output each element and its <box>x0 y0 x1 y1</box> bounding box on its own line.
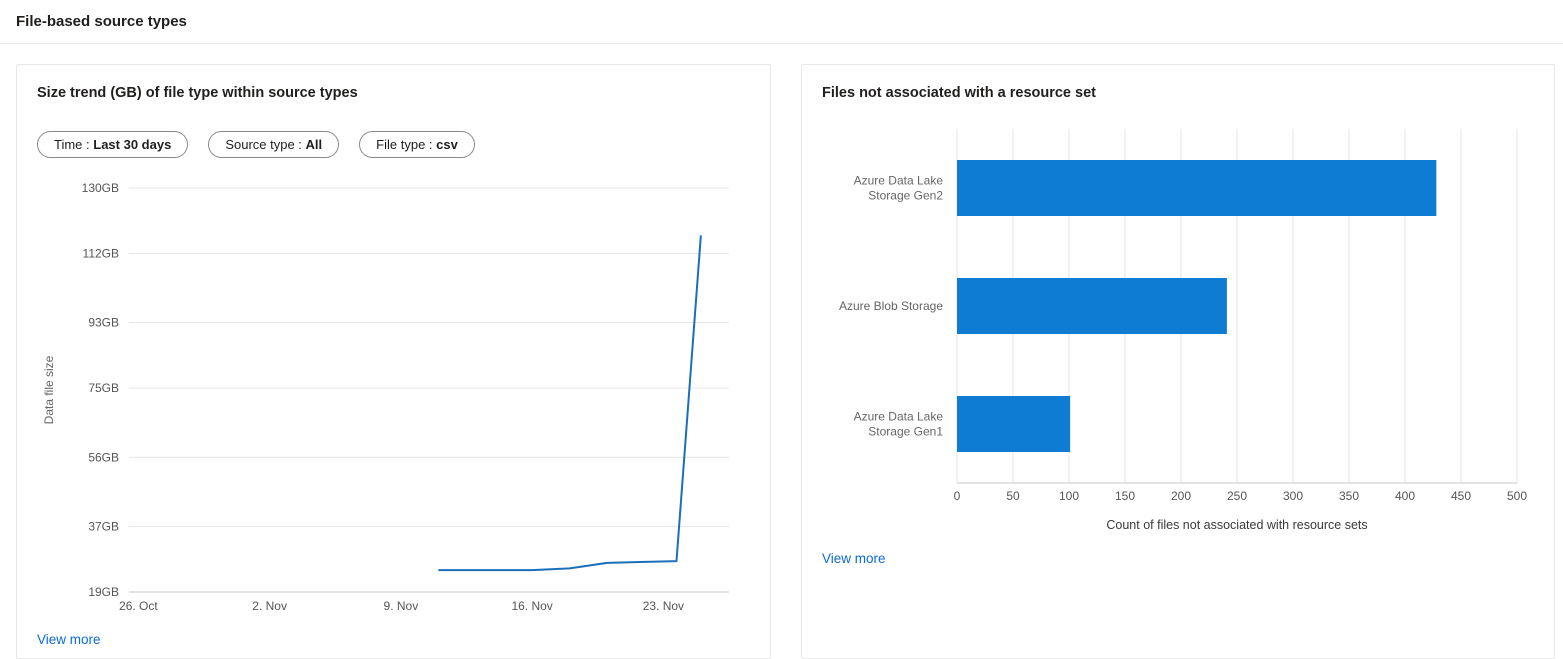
x-tick-label: 150 <box>1115 489 1135 503</box>
x-tick-label: 2. Nov <box>252 599 287 613</box>
time-filter-pill[interactable]: Time : Last 30 days <box>37 131 189 158</box>
x-tick-label: 23. Nov <box>643 599 684 613</box>
x-tick-label: 9. Nov <box>384 599 419 613</box>
time-filter-label: Time : <box>54 137 90 152</box>
x-tick-label: 450 <box>1451 489 1471 503</box>
x-tick-label: 300 <box>1283 489 1303 503</box>
y-tick-label: 130GB <box>82 181 119 195</box>
resource-set-card-title: Files not associated with a resource set <box>822 85 1096 101</box>
bar-2 <box>957 396 1071 452</box>
resource-set-bar-chart: 0 50 100 150 200 250 300 350 400 450 500 Azure Data… <box>839 129 1527 532</box>
y-tick-label: 19GB <box>88 585 119 599</box>
bar-1 <box>957 278 1227 334</box>
time-filter-value: Last 30 days <box>93 137 172 152</box>
y-tick-label: 75GB <box>88 381 119 395</box>
source-type-filter-pill[interactable]: Source type : All <box>208 131 340 158</box>
bar-0 <box>957 160 1437 216</box>
x-tick-label: 250 <box>1227 489 1247 503</box>
trend-line <box>438 235 702 572</box>
y-tick-label: 56GB <box>88 450 119 464</box>
source-type-filter-label: Source type : <box>225 137 302 152</box>
category-label: Storage Gen2 <box>868 189 943 203</box>
x-tick-label: 350 <box>1339 489 1359 503</box>
page-title: File-based source types <box>16 13 187 30</box>
x-tick-label: 26. Oct <box>119 599 158 613</box>
file-type-filter-label: File type : <box>376 137 433 152</box>
resource-set-view-more-link[interactable]: View more <box>822 551 886 566</box>
page-header: File-based source types <box>0 0 1563 44</box>
x-tick-label: 100 <box>1059 489 1079 503</box>
x-axis-title: Count of files not associated with resou… <box>1106 518 1367 532</box>
x-tick-label: 50 <box>1006 489 1020 503</box>
y-axis-title: Data file size <box>42 355 56 424</box>
size-trend-line-chart: 19GB 37GB 56GB 75GB 93GB 112GB 130GB 26. Oct 2. … <box>42 181 729 613</box>
size-trend-view-more-link[interactable]: View more <box>37 632 101 647</box>
category-label: Azure Data Lake <box>854 410 944 424</box>
category-label: Storage Gen1 <box>868 425 943 439</box>
x-tick-label: 0 <box>954 489 961 503</box>
category-label: Azure Data Lake <box>854 174 944 188</box>
x-tick-label: 200 <box>1171 489 1191 503</box>
file-type-filter-pill[interactable]: File type : csv <box>359 131 475 158</box>
size-trend-card-title: Size trend (GB) of file type within sour… <box>37 85 358 101</box>
cards-row: Size trend (GB) of file type within sour… <box>0 44 1563 659</box>
x-tick-label: 400 <box>1395 489 1415 503</box>
resource-set-card: Files not associated with a resource set… <box>801 64 1555 659</box>
y-tick-label: 93GB <box>88 316 119 330</box>
size-trend-card: Size trend (GB) of file type within sour… <box>16 64 771 659</box>
file-type-filter-value: csv <box>436 137 458 152</box>
x-tick-label: 500 <box>1507 489 1527 503</box>
filter-bar: Time : Last 30 days Source type : All Fi… <box>37 131 750 158</box>
y-tick-label: 112GB <box>83 247 119 261</box>
y-tick-label: 37GB <box>88 519 119 533</box>
source-type-filter-value: All <box>305 137 323 152</box>
x-tick-label: 16. Nov <box>511 599 552 613</box>
category-label: Azure Blob Storage <box>839 299 943 313</box>
